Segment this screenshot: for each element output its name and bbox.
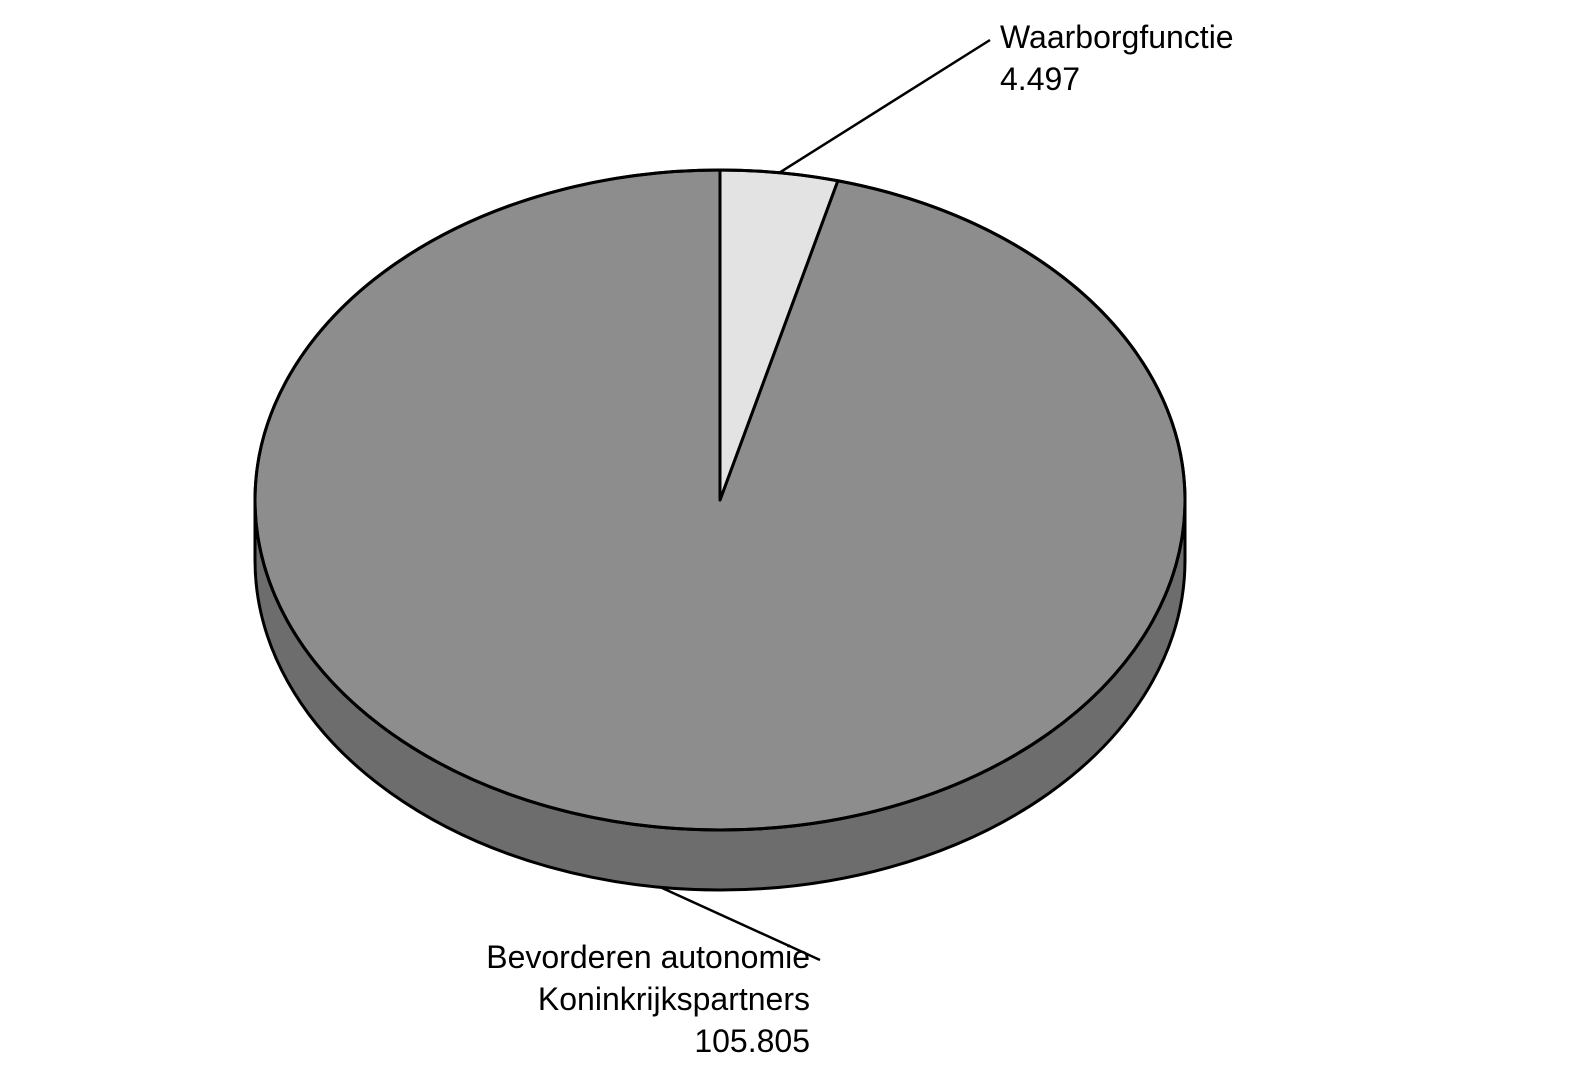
slice-label-line: Waarborgfunctie [1000, 19, 1234, 55]
pie-chart-3d: Waarborgfunctie 4.497 Bevorderen autonomie… [0, 0, 1594, 1071]
slice-label: Waarborgfunctie 4.497 [1000, 19, 1234, 97]
slice-label-line: Koninkrijkspartners [538, 981, 810, 1017]
slice-label-line: Bevorderen autonomie [486, 939, 810, 975]
slice-label-line: 4.497 [1000, 61, 1080, 97]
slice-label: Bevorderen autonomie Koninkrijkspartners 1… [486, 939, 810, 1059]
leader-line [779, 40, 990, 173]
slice-label-line: 105.805 [694, 1023, 810, 1059]
